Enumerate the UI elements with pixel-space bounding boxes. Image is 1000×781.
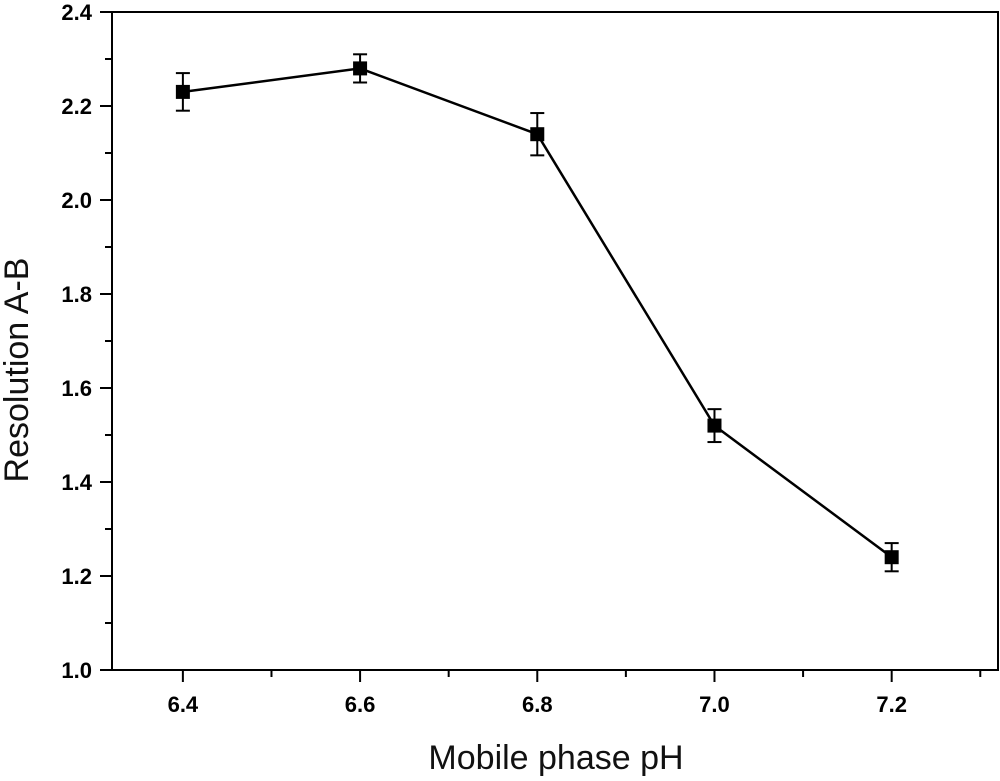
plot-frame [111,11,999,671]
x-tick-label-2: 6.8 [522,692,553,717]
plot-border [111,11,999,671]
series-layer [175,53,899,573]
data-point-1 [353,61,368,76]
y-tick-label-6: 2.2 [61,94,92,119]
y-axis: 1.0 1.2 1.4 1.6 1.8 2.0 2.2 2.4 [61,0,112,683]
data-point-4 [884,550,899,565]
data-point-2 [530,127,545,142]
x-tick-label-0: 6.4 [168,692,199,717]
y-tick-label-1: 1.2 [61,564,92,589]
data-point-0 [175,84,190,99]
x-tick-label-3: 7.0 [699,692,730,717]
y-tick-label-3: 1.6 [61,376,92,401]
x-tick-label-4: 7.2 [876,692,907,717]
x-axis: 6.4 6.6 6.8 7.0 7.2 [168,670,982,717]
y-axis-label: Resolution A-B [0,258,36,483]
y-tick-label-2: 1.4 [61,470,92,495]
y-tick-label-5: 2.0 [61,188,92,213]
y-tick-label-4: 1.8 [61,282,92,307]
y-tick-label-0: 1.0 [61,658,92,683]
x-tick-label-1: 6.6 [345,692,376,717]
x-axis-label: Mobile phase pH [428,739,683,777]
data-point-3 [707,418,722,433]
y-tick-label-7: 2.4 [61,0,92,25]
